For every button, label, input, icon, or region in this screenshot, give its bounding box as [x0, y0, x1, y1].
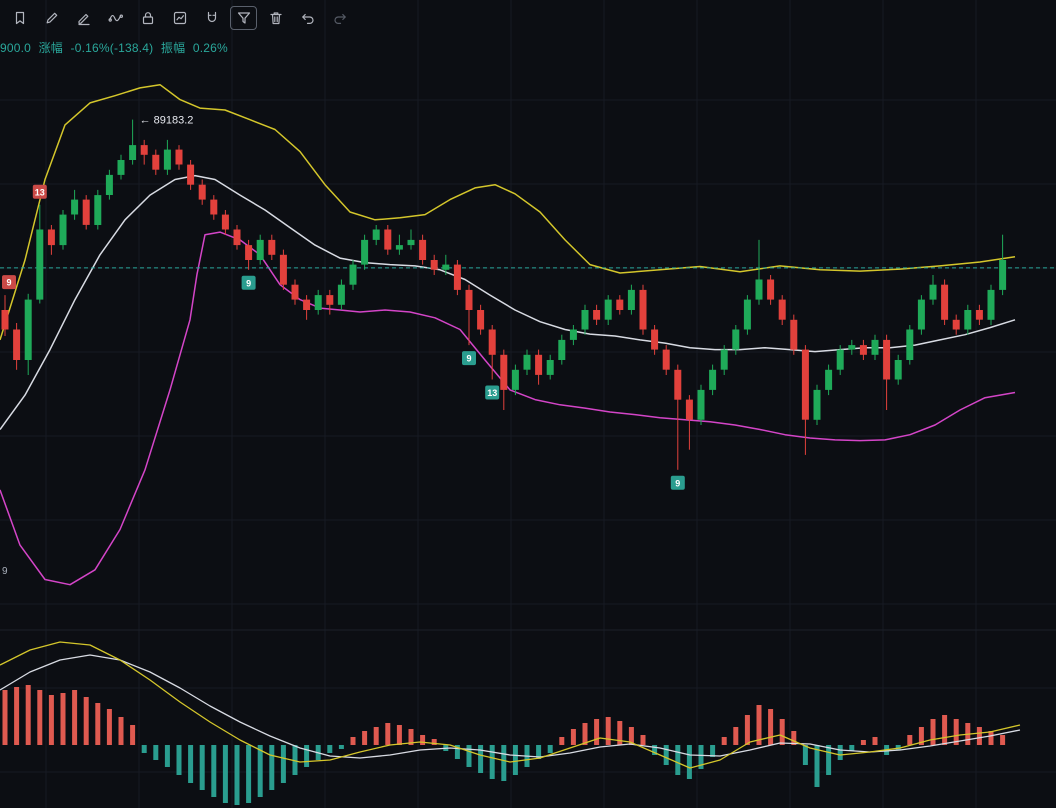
quote-info-bar: 900.0 涨幅 -0.16%(-138.4) 振幅 0.26%	[0, 39, 232, 56]
amplitude-label: 振幅	[160, 41, 186, 55]
pattern-tool-button[interactable]	[166, 6, 193, 30]
td-marker-9	[2, 275, 16, 290]
svg-text:9: 9	[675, 478, 680, 488]
change-value: -0.16%(-138.4)	[70, 41, 154, 55]
svg-text:9: 9	[246, 278, 251, 288]
toolbar	[6, 6, 353, 30]
undo-icon	[301, 13, 314, 24]
trash-tool-button[interactable]	[262, 6, 289, 30]
bookmark-tool-button[interactable]	[6, 6, 33, 30]
td-marker-9	[241, 275, 256, 290]
filter-icon	[237, 12, 250, 24]
td-marker-9	[670, 475, 685, 490]
svg-text:13: 13	[487, 388, 497, 398]
magnet-tool-button[interactable]	[198, 6, 225, 30]
macd-lines	[0, 641, 1021, 769]
last-price-fragment: 900.0	[0, 41, 32, 55]
chart-edit-icon	[173, 11, 186, 25]
td-markers: 9 13 9 9 13 9	[2, 184, 685, 490]
td-marker-13	[32, 184, 47, 199]
bollinger-bands	[0, 83, 1016, 586]
price-labels: ← 89183.2 9	[2, 115, 193, 577]
partial-price-label: 9	[2, 566, 8, 577]
marker-tool-button[interactable]	[70, 6, 97, 30]
svg-text:9: 9	[466, 354, 471, 364]
pencil-icon	[46, 12, 57, 24]
bookmark-icon	[15, 11, 24, 25]
curve-tool-button[interactable]	[102, 6, 129, 30]
lock-tool-button[interactable]	[134, 6, 161, 30]
change-label: 涨幅	[38, 41, 63, 55]
macd-histogram	[2, 685, 1006, 805]
redo-tool-button[interactable]	[326, 6, 353, 30]
lock-icon	[142, 12, 153, 25]
marker-pen-icon	[77, 13, 90, 26]
wave-curve-icon	[108, 14, 123, 22]
undo-tool-button[interactable]	[294, 6, 321, 30]
svg-text:9: 9	[6, 278, 11, 288]
filter-tool-button[interactable]	[230, 6, 257, 30]
td-marker-9	[462, 351, 476, 366]
td-marker-13	[485, 385, 500, 400]
svg-text:13: 13	[35, 187, 45, 197]
magnet-icon	[207, 11, 216, 23]
candles	[1, 119, 1007, 470]
trash-icon	[269, 12, 282, 25]
amplitude-value: 0.26%	[192, 41, 228, 55]
high-price-label: ← 89183.2	[140, 115, 194, 127]
redo-icon	[333, 13, 346, 24]
pencil-tool-button[interactable]	[38, 6, 65, 30]
